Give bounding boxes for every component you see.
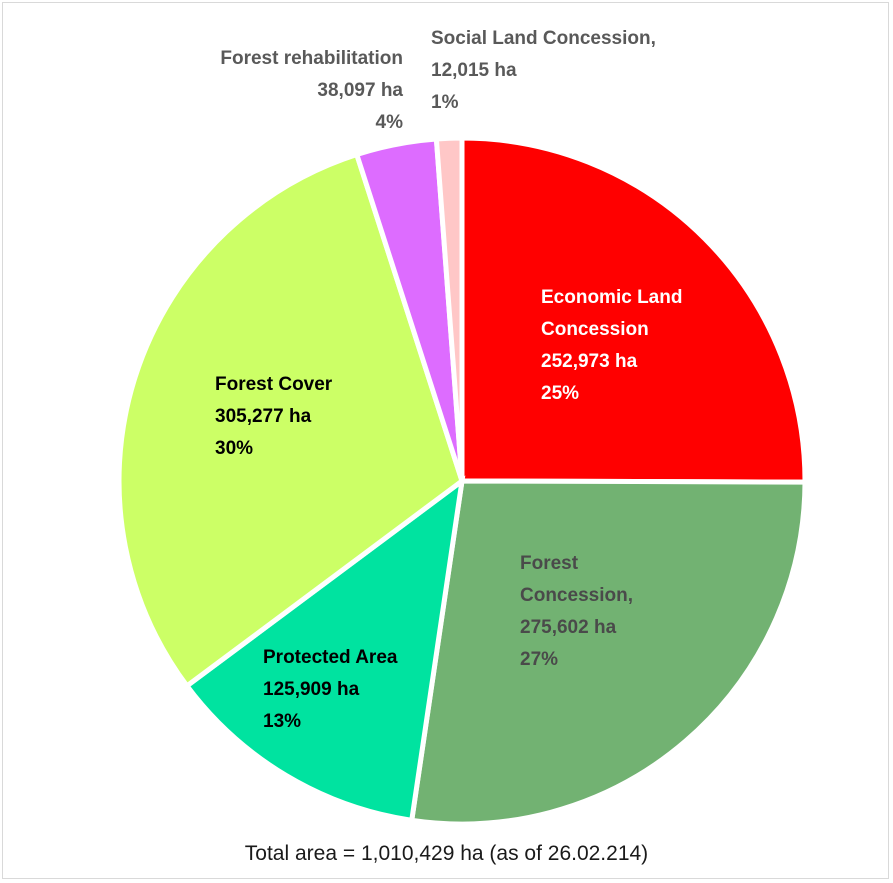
- pie-chart: Economic Land Concession 252,973 ha 25% Fore…: [116, 28, 808, 827]
- slice-label-line: Social Land Concession,: [431, 28, 656, 49]
- slice-label-line: Forest Cover: [215, 374, 333, 395]
- pie-slice-forest-concession: [408, 478, 808, 827]
- slice-label-line: Protected Area: [263, 647, 398, 668]
- slice-label-economic-land-concession: Economic Land Concession 252,973 ha 25%: [541, 287, 682, 404]
- slice-label-line: 38,097 ha: [317, 80, 403, 101]
- slice-label-line: 27%: [520, 649, 558, 670]
- slice-label-line: 30%: [215, 438, 253, 459]
- slice-label-social-land-concession: Social Land Concession, 12,015 ha 1%: [431, 28, 656, 113]
- slice-label-line: Economic Land: [541, 287, 682, 308]
- slice-label-line: Concession,: [520, 585, 633, 606]
- total-area-footer: Total area = 1,010,429 ha (as of 26.02.2…: [244, 842, 649, 865]
- slice-label-line: 125,909 ha: [263, 679, 360, 700]
- slice-label-line: Forest rehabilitation: [220, 48, 403, 69]
- slice-label-line: 305,277 ha: [215, 406, 312, 427]
- slice-label-forest-rehabilitation: Forest rehabilitation 38,097 ha 4%: [220, 48, 403, 133]
- slice-label-protected-area: Protected Area 125,909 ha 13%: [263, 647, 398, 732]
- slice-label-line: 12,015 ha: [431, 60, 517, 81]
- slice-label-line: Forest: [520, 553, 579, 574]
- slice-label-line: 275,602 ha: [520, 617, 617, 638]
- slice-label-forest-cover: Forest Cover 305,277 ha 30%: [215, 374, 333, 459]
- pie-slice-economic-land-concession: [459, 135, 808, 485]
- pie-slice-forest-cover: [116, 151, 465, 690]
- slice-label-line: Concession: [541, 319, 649, 340]
- slice-label-line: 25%: [541, 383, 579, 404]
- pie-slice-social-land-concession: [433, 135, 465, 482]
- slice-label-line: 1%: [431, 92, 459, 113]
- slice-label-forest-concession: Forest Concession, 275,602 ha 27%: [520, 553, 633, 670]
- pie-slice-protected-area: [183, 475, 466, 824]
- slice-label-line: 4%: [376, 112, 404, 133]
- slice-label-line: 13%: [263, 711, 301, 732]
- slice-label-line: 252,973 ha: [541, 351, 638, 372]
